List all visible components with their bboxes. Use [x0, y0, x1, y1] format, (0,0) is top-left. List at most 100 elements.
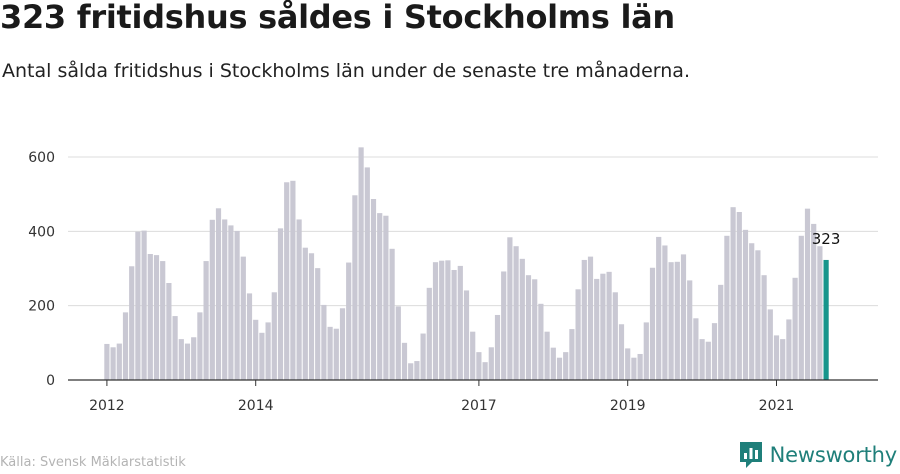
bar [172, 316, 178, 380]
bar [606, 271, 612, 380]
bar [228, 225, 234, 380]
bar [786, 319, 792, 380]
bar [637, 353, 643, 380]
bar [780, 339, 786, 380]
bar [569, 329, 575, 380]
bar [476, 352, 482, 381]
bar [693, 318, 699, 380]
bar [166, 283, 172, 380]
bar [122, 312, 129, 380]
bar [240, 256, 246, 380]
bar [395, 306, 401, 380]
bar [426, 287, 432, 380]
bar [736, 212, 742, 380]
bar [612, 292, 618, 380]
bar [321, 304, 327, 380]
bar [488, 347, 494, 380]
bar [705, 341, 711, 380]
bar [618, 324, 625, 380]
bar [135, 231, 141, 380]
bar [804, 208, 811, 380]
bar [532, 279, 538, 380]
bar [191, 337, 197, 380]
bar [104, 343, 110, 380]
bar [643, 322, 649, 380]
bar [253, 319, 259, 380]
bar [656, 236, 662, 380]
bar [742, 229, 749, 380]
bar [178, 339, 184, 380]
y-ticks: 0 200 400 600 [28, 150, 55, 389]
bar [519, 258, 525, 380]
bar [699, 339, 705, 380]
highlight-data-label: 323 [812, 230, 841, 248]
bar [724, 235, 730, 380]
x-tick-label: 2021 [759, 398, 795, 414]
bar [792, 277, 798, 380]
bar [364, 167, 370, 380]
bar [594, 278, 600, 380]
bar [377, 213, 383, 380]
bar [401, 342, 408, 380]
bar [141, 230, 147, 380]
bar [327, 326, 333, 380]
x-tick-label: 2014 [238, 398, 274, 414]
bar [302, 247, 308, 380]
data-labels: 323 [812, 230, 841, 248]
bar [389, 248, 395, 380]
bar [370, 199, 377, 380]
bar [507, 237, 513, 380]
newsworthy-logo: Newsworthy [738, 440, 897, 470]
bar [550, 347, 556, 381]
bar [339, 308, 346, 380]
bar [581, 259, 587, 380]
bar [470, 331, 476, 380]
bar [346, 262, 352, 380]
bar [755, 250, 761, 380]
x-tick-label: 2017 [461, 398, 497, 414]
bar [184, 343, 191, 380]
bar [761, 275, 767, 380]
bar [383, 215, 389, 380]
bar [129, 266, 135, 380]
bar [290, 180, 296, 380]
bar [525, 275, 532, 380]
x-ticks: 2012 2014 2017 2019 2021 [89, 380, 794, 414]
bar [587, 256, 594, 380]
y-tick-label: 400 [28, 224, 55, 240]
bar [408, 363, 414, 380]
bar [222, 219, 228, 380]
bar [662, 245, 668, 380]
bar [457, 265, 463, 380]
x-tick-label: 2019 [610, 398, 646, 414]
bar [153, 255, 160, 380]
bar [420, 333, 426, 380]
x-tick-label: 2012 [89, 398, 125, 414]
bar [358, 147, 364, 380]
bar [147, 254, 153, 380]
bar [625, 348, 631, 380]
bar [482, 362, 488, 380]
bar [463, 290, 470, 380]
chart-subtitle: Antal sålda fritidshus i Stockholms län … [2, 60, 690, 82]
bar [538, 303, 544, 380]
bar [513, 246, 519, 380]
bar [209, 219, 215, 380]
bar [259, 332, 265, 380]
bar [811, 223, 817, 380]
bar [315, 268, 321, 380]
chart-title: 323 fritidshus såldes i Stockholms län [0, 0, 675, 36]
bar [271, 292, 277, 380]
bar [414, 361, 420, 380]
bar [439, 260, 445, 380]
brand-name: Newsworthy [769, 443, 898, 467]
bar [246, 293, 253, 380]
bar [674, 261, 680, 380]
bar [203, 261, 209, 380]
bar [544, 331, 550, 380]
newsworthy-logo-icon [739, 442, 762, 468]
bar [432, 262, 439, 380]
bar [308, 253, 315, 380]
bar [711, 323, 718, 380]
bar [451, 269, 457, 380]
